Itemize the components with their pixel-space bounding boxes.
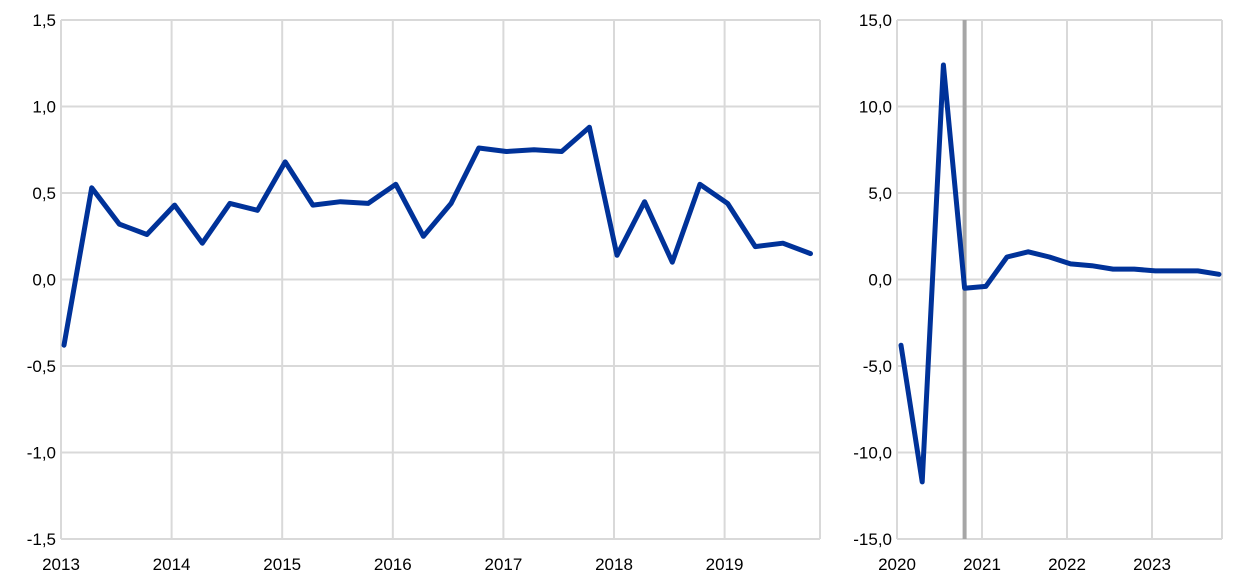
series-line [61, 124, 813, 348]
x-tick-label: 2021 [963, 555, 1001, 574]
y-tick-label: -10,0 [853, 444, 892, 463]
y-tick-label: -1,0 [27, 444, 56, 463]
x-tick-label: 2023 [1133, 555, 1171, 574]
y-tick-label: -15,0 [853, 530, 892, 549]
x-tick-label: 2017 [484, 555, 522, 574]
y-tick-label: 10,0 [859, 98, 892, 117]
y-tick-label: 0,0 [868, 271, 892, 290]
x-tick-label: 2016 [374, 555, 412, 574]
x-tick-label: 2015 [263, 555, 301, 574]
x-tick-label: 2022 [1048, 555, 1086, 574]
x-tick-label: 2018 [595, 555, 633, 574]
y-tick-label: 0,5 [32, 184, 56, 203]
y-tick-label: 0,0 [32, 271, 56, 290]
x-tick-label: 2020 [878, 555, 916, 574]
x-tick-label: 2013 [42, 555, 80, 574]
y-tick-label: 1,5 [32, 11, 56, 30]
y-tick-label: -5,0 [863, 357, 892, 376]
y-tick-label: -0,5 [27, 357, 56, 376]
x-tick-label: 2014 [153, 555, 191, 574]
y-tick-label: 5,0 [868, 184, 892, 203]
x-tick-label: 2019 [706, 555, 744, 574]
y-tick-label: -1,5 [27, 530, 56, 549]
series-line [898, 62, 1222, 485]
y-tick-label: 15,0 [859, 11, 892, 30]
y-tick-label: 1,0 [32, 98, 56, 117]
